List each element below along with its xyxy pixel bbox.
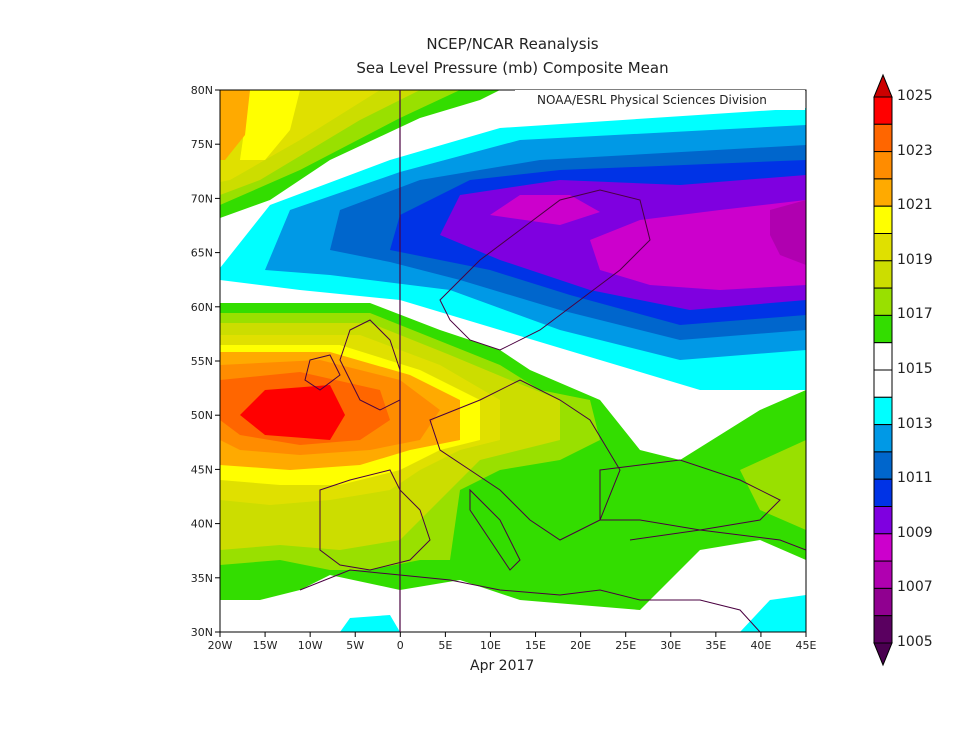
colorbar-segment [873, 506, 893, 535]
y-tick-label: 30N [191, 626, 213, 639]
colorbar-segment [873, 96, 893, 125]
y-tick-label: 35N [191, 572, 213, 585]
x-tick-label: 40E [750, 639, 771, 652]
y-tick-label: 80N [191, 84, 213, 97]
y-tick-label: 40N [191, 518, 213, 531]
period-label: Apr 2017 [470, 658, 535, 674]
contour-nw-1022 [220, 90, 250, 160]
colorbar-label: 1019 [897, 251, 933, 268]
x-tick-label: 0 [397, 639, 404, 652]
colorbar-label: 1011 [897, 470, 933, 487]
x-tick-label: 15E [525, 639, 546, 652]
chart-title-line1: NCEP/NCAR Reanalysis [426, 35, 599, 53]
colorbar-label: 1021 [897, 197, 933, 214]
colorbar-label: 1025 [897, 88, 933, 104]
x-axis-ticks: 20W 15W 10W 5W 0 5E 10E 15E 20E 25E 30E 35E 40E 45E [208, 632, 817, 652]
colorbar-segment [873, 451, 893, 480]
x-tick-label: 45E [796, 639, 817, 652]
x-tick-label: 20E [570, 639, 591, 652]
colorbar-segment [873, 151, 893, 180]
colorbar-label: 1007 [897, 579, 933, 596]
contour-high-1025 [240, 385, 345, 440]
x-tick-label: 15W [253, 639, 278, 652]
colorbar-segment [873, 260, 893, 289]
colorbar-segment [873, 587, 893, 617]
x-tick-label: 5W [346, 639, 364, 652]
x-tick-label: 20W [208, 639, 233, 652]
x-tick-label: 10E [480, 639, 501, 652]
colorbar-label: 1023 [897, 142, 933, 159]
colorbar-label: 1015 [897, 361, 933, 377]
colorbar-segment [873, 615, 893, 644]
colorbar-label: 1017 [897, 306, 933, 323]
colorbar-segment [873, 287, 893, 316]
colorbar-segment [873, 478, 893, 508]
y-axis-ticks: 80N 75N 70N 65N 60N 55N 50N 45N 40N 35N 30N [191, 84, 220, 639]
x-tick-label: 10W [298, 639, 323, 652]
colorbar-segment [873, 424, 893, 453]
chart-title-line2: Sea Level Pressure (mb) Composite Mean [356, 59, 669, 77]
colorbar-segment [873, 233, 893, 262]
x-tick-label: 25E [615, 639, 636, 652]
colorbar-segment [873, 314, 893, 344]
colorbar-segment [873, 123, 893, 153]
y-tick-label: 60N [191, 301, 213, 314]
colorbar-label: 1005 [897, 634, 933, 650]
colorbar-segment [873, 533, 893, 562]
colorbar [873, 73, 893, 667]
credit-text: NOAA/ESRL Physical Sciences Division [537, 93, 767, 107]
y-tick-label: 55N [191, 355, 213, 368]
y-tick-label: 45N [191, 463, 213, 476]
x-tick-label: 5E [438, 639, 452, 652]
colorbar-segment [873, 396, 893, 426]
contour-fills [220, 90, 806, 632]
colorbar-label: 1009 [897, 524, 933, 541]
colorbar-segment [873, 342, 893, 371]
coastlines [299, 189, 806, 632]
colorbar-segment [873, 560, 893, 589]
y-tick-label: 75N [191, 138, 213, 151]
colorbar-segment [873, 205, 893, 234]
credit-box [515, 90, 805, 110]
colorbar-under-arrow [873, 642, 893, 667]
contour-south-1013 [340, 595, 806, 632]
colorbar-segment [873, 178, 893, 207]
contour-nw-1021 [240, 90, 300, 160]
contour-low-1008 [770, 200, 806, 265]
y-tick-label: 70N [191, 192, 213, 205]
y-tick-label: 50N [191, 409, 213, 422]
colorbar-segment [873, 369, 893, 398]
y-tick-label: 65N [191, 247, 213, 260]
x-tick-label: 30E [660, 639, 681, 652]
x-tick-label: 35E [705, 639, 726, 652]
colorbar-label: 1013 [897, 415, 933, 432]
colorbar-over-arrow [873, 73, 893, 98]
